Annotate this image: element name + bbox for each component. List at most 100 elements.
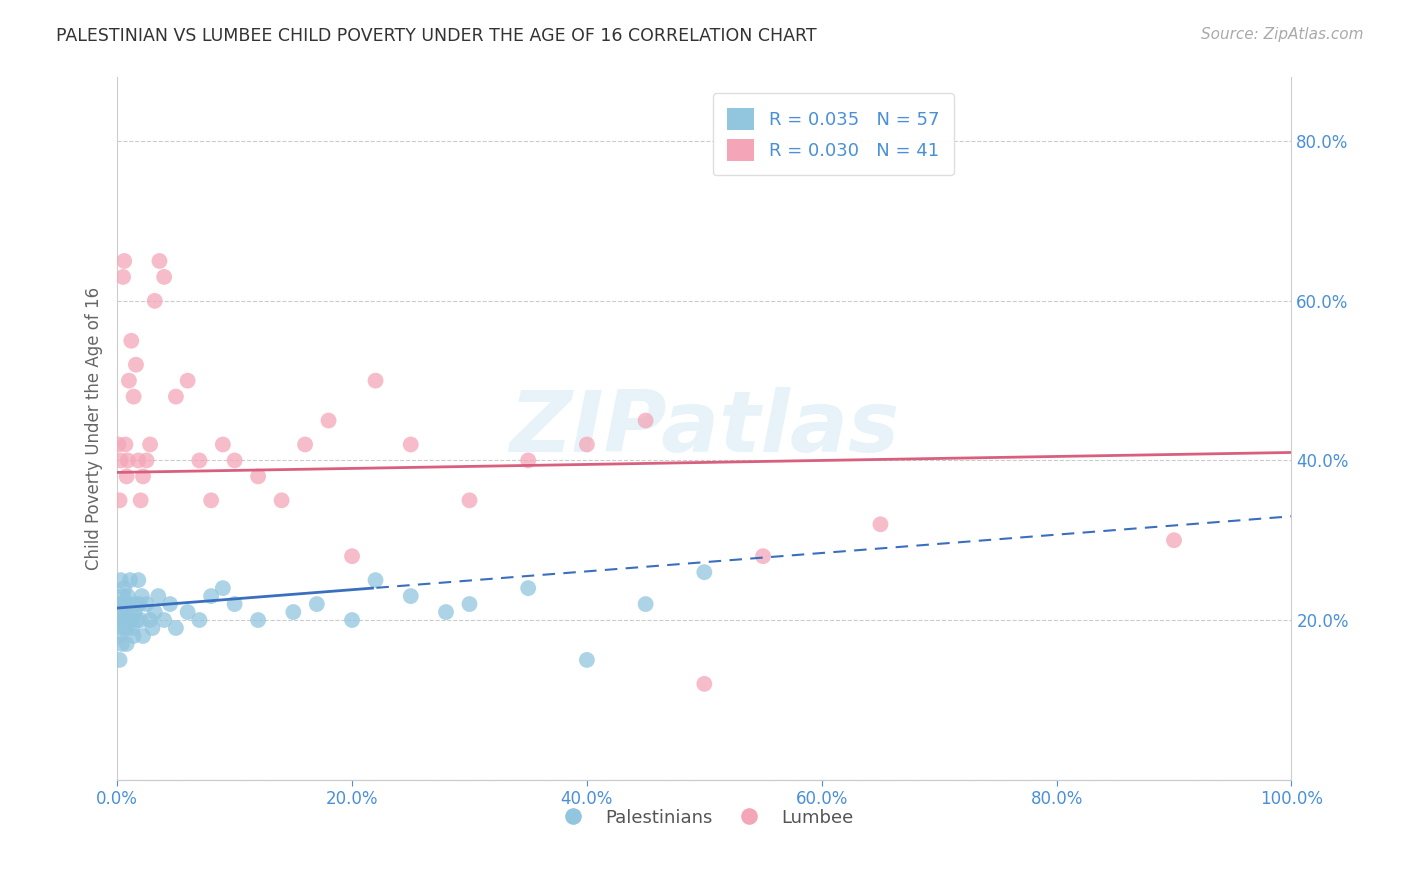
Point (212, 437, 235, 451)
Point (1163, 533, 1185, 548)
Point (132, 469, 155, 483)
Point (115, 621, 138, 635)
Point (111, 597, 134, 611)
Point (575, 437, 598, 451)
Point (124, 605, 146, 619)
Point (112, 589, 135, 603)
Point (108, 629, 131, 643)
Point (148, 254, 170, 268)
Point (364, 374, 387, 388)
Point (153, 269, 176, 284)
Point (305, 597, 328, 611)
Point (107, 437, 129, 451)
Point (340, 613, 363, 627)
Point (127, 573, 149, 587)
Point (114, 613, 136, 627)
Point (399, 437, 422, 451)
Point (634, 597, 657, 611)
Point (869, 517, 891, 532)
Point (112, 581, 135, 595)
Point (165, 390, 187, 404)
Point (693, 677, 716, 691)
Point (135, 453, 157, 467)
Point (517, 453, 540, 467)
Point (143, 293, 166, 308)
Point (129, 493, 152, 508)
Point (224, 597, 246, 611)
Point (114, 597, 136, 611)
Point (128, 597, 150, 611)
Point (117, 589, 139, 603)
Point (176, 374, 198, 388)
Point (188, 453, 211, 467)
Point (135, 597, 157, 611)
Point (112, 621, 135, 635)
Point (108, 653, 131, 667)
Point (458, 597, 481, 611)
Point (112, 605, 135, 619)
Point (318, 413, 340, 427)
Y-axis label: Child Poverty Under the Age of 16: Child Poverty Under the Age of 16 (86, 287, 103, 570)
Text: PALESTINIAN VS LUMBEE CHILD POVERTY UNDER THE AGE OF 16 CORRELATION CHART: PALESTINIAN VS LUMBEE CHILD POVERTY UNDE… (56, 27, 817, 45)
Point (127, 453, 149, 467)
Point (107, 613, 129, 627)
Point (200, 589, 222, 603)
Point (294, 437, 316, 451)
Point (132, 629, 155, 643)
Point (247, 613, 270, 627)
Point (117, 605, 139, 619)
Point (115, 637, 138, 651)
Point (159, 597, 181, 611)
Point (224, 453, 246, 467)
Point (129, 613, 152, 627)
Point (120, 573, 142, 587)
Text: Source: ZipAtlas.com: Source: ZipAtlas.com (1201, 27, 1364, 42)
Point (458, 493, 481, 508)
Point (107, 597, 129, 611)
Point (399, 589, 422, 603)
Point (118, 613, 141, 627)
Point (693, 565, 716, 579)
Point (117, 453, 139, 467)
Point (139, 437, 162, 451)
Point (200, 493, 222, 508)
Point (364, 573, 387, 587)
Point (121, 621, 143, 635)
Point (139, 613, 162, 627)
Point (125, 597, 148, 611)
Point (122, 629, 145, 643)
Point (188, 613, 211, 627)
Legend: Palestinians, Lumbee: Palestinians, Lumbee (548, 801, 860, 834)
Point (752, 549, 775, 564)
Point (112, 254, 135, 268)
Point (434, 605, 457, 619)
Text: ZIPatlas: ZIPatlas (509, 387, 900, 470)
Point (125, 358, 148, 372)
Point (575, 653, 598, 667)
Point (115, 469, 138, 483)
Point (212, 581, 235, 595)
Point (114, 437, 136, 451)
Point (131, 589, 153, 603)
Point (165, 621, 187, 635)
Point (120, 334, 142, 348)
Point (110, 613, 132, 627)
Point (120, 613, 142, 627)
Point (122, 390, 145, 404)
Point (143, 605, 166, 619)
Point (111, 637, 134, 651)
Point (247, 469, 270, 483)
Point (176, 605, 198, 619)
Point (270, 493, 292, 508)
Point (108, 493, 131, 508)
Point (127, 613, 149, 627)
Point (517, 581, 540, 595)
Point (634, 413, 657, 427)
Point (110, 453, 132, 467)
Point (141, 621, 163, 635)
Point (118, 374, 141, 388)
Point (112, 269, 135, 284)
Point (118, 597, 141, 611)
Point (148, 589, 170, 603)
Point (110, 573, 132, 587)
